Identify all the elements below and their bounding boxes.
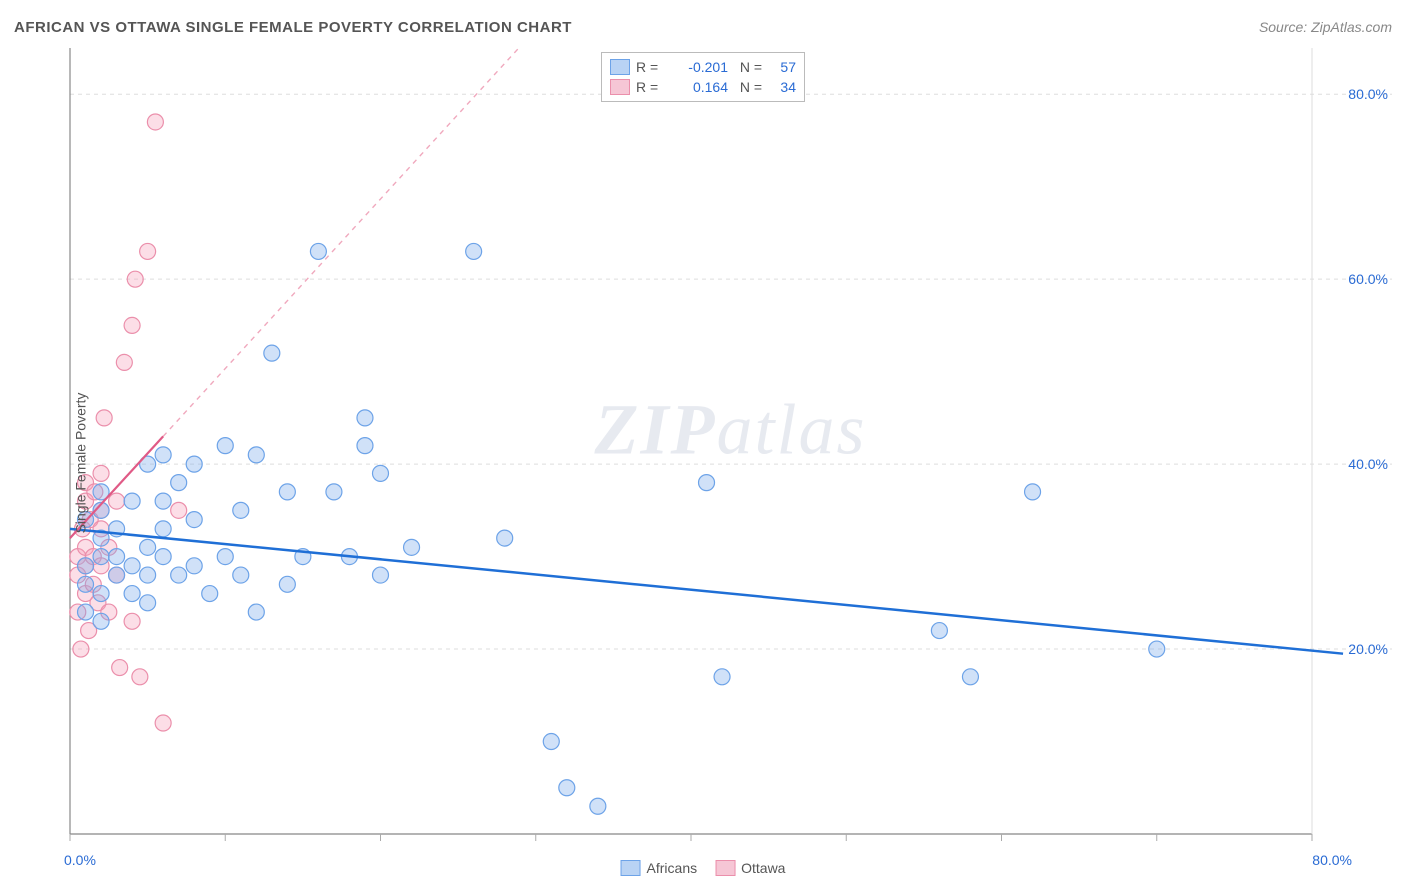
- n-value-africans: 57: [768, 57, 796, 77]
- legend-item-ottawa: Ottawa: [715, 860, 785, 876]
- svg-text:20.0%: 20.0%: [1348, 641, 1388, 657]
- legend-label-africans: Africans: [647, 860, 698, 876]
- x-axis-max-label: 80.0%: [1312, 852, 1352, 868]
- y-axis-label: Single Female Poverty: [72, 393, 88, 534]
- legend-swatch-ottawa-icon: [715, 860, 735, 876]
- svg-text:80.0%: 80.0%: [1348, 86, 1388, 102]
- legend-swatch-africans: [610, 59, 630, 75]
- n-value-ottawa: 34: [768, 77, 796, 97]
- r-value-ottawa: 0.164: [672, 77, 728, 97]
- legend-item-africans: Africans: [621, 860, 698, 876]
- legend-row-ottawa: R = 0.164 N = 34: [610, 77, 796, 97]
- chart-title: AFRICAN VS OTTAWA SINGLE FEMALE POVERTY …: [14, 19, 572, 36]
- legend-swatch-africans-icon: [621, 860, 641, 876]
- source-attribution: Source: ZipAtlas.com: [1259, 19, 1392, 35]
- x-axis-min-label: 0.0%: [64, 852, 96, 868]
- source-name: ZipAtlas.com: [1311, 19, 1392, 35]
- r-value-africans: -0.201: [672, 57, 728, 77]
- scatter-chart: 20.0% 40.0% 60.0% 80.0%: [14, 48, 1392, 878]
- legend-label-ottawa: Ottawa: [741, 860, 785, 876]
- correlation-legend: R = -0.201 N = 57 R = 0.164 N = 34: [601, 52, 805, 102]
- source-prefix: Source:: [1259, 19, 1311, 35]
- svg-text:60.0%: 60.0%: [1348, 271, 1388, 287]
- legend-row-africans: R = -0.201 N = 57: [610, 57, 796, 77]
- plot-area: Single Female Poverty 20.0% 40.0% 60.0% 80.…: [14, 48, 1392, 878]
- svg-text:40.0%: 40.0%: [1348, 456, 1388, 472]
- legend-swatch-ottawa: [610, 79, 630, 95]
- series-legend: Africans Ottawa: [621, 860, 786, 876]
- header: AFRICAN VS OTTAWA SINGLE FEMALE POVERTY …: [14, 14, 1392, 40]
